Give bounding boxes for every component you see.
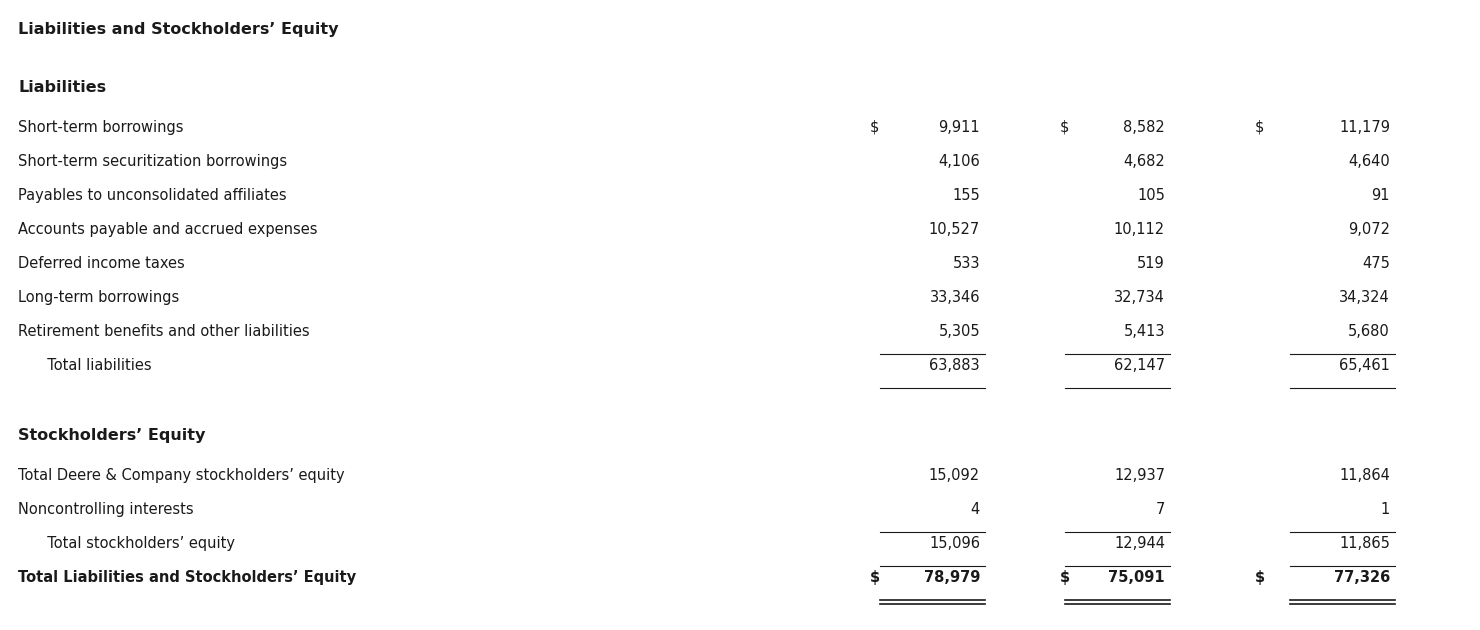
Text: 33,346: 33,346 bbox=[929, 290, 980, 305]
Text: $: $ bbox=[1255, 120, 1264, 135]
Text: $: $ bbox=[870, 120, 879, 135]
Text: 9,911: 9,911 bbox=[938, 120, 980, 135]
Text: 1: 1 bbox=[1381, 502, 1390, 517]
Text: $: $ bbox=[1060, 570, 1070, 585]
Text: Total liabilities: Total liabilities bbox=[38, 358, 151, 373]
Text: Accounts payable and accrued expenses: Accounts payable and accrued expenses bbox=[18, 222, 318, 237]
Text: Liabilities: Liabilities bbox=[18, 80, 107, 95]
Text: 32,734: 32,734 bbox=[1114, 290, 1165, 305]
Text: 533: 533 bbox=[953, 256, 980, 271]
Text: 519: 519 bbox=[1137, 256, 1165, 271]
Text: 9,072: 9,072 bbox=[1348, 222, 1390, 237]
Text: Liabilities and Stockholders’ Equity: Liabilities and Stockholders’ Equity bbox=[18, 22, 339, 37]
Text: Noncontrolling interests: Noncontrolling interests bbox=[18, 502, 194, 517]
Text: 4,682: 4,682 bbox=[1123, 154, 1165, 169]
Text: 8,582: 8,582 bbox=[1123, 120, 1165, 135]
Text: Retirement benefits and other liabilities: Retirement benefits and other liabilitie… bbox=[18, 324, 309, 339]
Text: $: $ bbox=[1255, 570, 1265, 585]
Text: 4,640: 4,640 bbox=[1348, 154, 1390, 169]
Text: 4,106: 4,106 bbox=[938, 154, 980, 169]
Text: 78,979: 78,979 bbox=[924, 570, 980, 585]
Text: Deferred income taxes: Deferred income taxes bbox=[18, 256, 185, 271]
Text: 5,680: 5,680 bbox=[1348, 324, 1390, 339]
Text: Total Deere & Company stockholders’ equity: Total Deere & Company stockholders’ equi… bbox=[18, 468, 345, 483]
Text: 77,326: 77,326 bbox=[1333, 570, 1390, 585]
Text: $: $ bbox=[870, 570, 881, 585]
Text: 91: 91 bbox=[1372, 188, 1390, 203]
Text: $: $ bbox=[1060, 120, 1070, 135]
Text: Total Liabilities and Stockholders’ Equity: Total Liabilities and Stockholders’ Equi… bbox=[18, 570, 357, 585]
Text: 15,096: 15,096 bbox=[929, 536, 980, 551]
Text: 75,091: 75,091 bbox=[1109, 570, 1165, 585]
Text: 11,864: 11,864 bbox=[1339, 468, 1390, 483]
Text: Short-term borrowings: Short-term borrowings bbox=[18, 120, 184, 135]
Text: 475: 475 bbox=[1362, 256, 1390, 271]
Text: Total stockholders’ equity: Total stockholders’ equity bbox=[38, 536, 235, 551]
Text: Short-term securitization borrowings: Short-term securitization borrowings bbox=[18, 154, 287, 169]
Text: 10,112: 10,112 bbox=[1114, 222, 1165, 237]
Text: Long-term borrowings: Long-term borrowings bbox=[18, 290, 179, 305]
Text: 15,092: 15,092 bbox=[929, 468, 980, 483]
Text: Payables to unconsolidated affiliates: Payables to unconsolidated affiliates bbox=[18, 188, 287, 203]
Text: 11,865: 11,865 bbox=[1339, 536, 1390, 551]
Text: 12,944: 12,944 bbox=[1114, 536, 1165, 551]
Text: 4: 4 bbox=[971, 502, 980, 517]
Text: 5,413: 5,413 bbox=[1123, 324, 1165, 339]
Text: 155: 155 bbox=[952, 188, 980, 203]
Text: 5,305: 5,305 bbox=[938, 324, 980, 339]
Text: 105: 105 bbox=[1137, 188, 1165, 203]
Text: 65,461: 65,461 bbox=[1339, 358, 1390, 373]
Text: 12,937: 12,937 bbox=[1114, 468, 1165, 483]
Text: Stockholders’ Equity: Stockholders’ Equity bbox=[18, 428, 206, 443]
Text: 7: 7 bbox=[1156, 502, 1165, 517]
Text: 34,324: 34,324 bbox=[1339, 290, 1390, 305]
Text: 62,147: 62,147 bbox=[1114, 358, 1165, 373]
Text: 10,527: 10,527 bbox=[929, 222, 980, 237]
Text: 63,883: 63,883 bbox=[929, 358, 980, 373]
Text: 11,179: 11,179 bbox=[1339, 120, 1390, 135]
